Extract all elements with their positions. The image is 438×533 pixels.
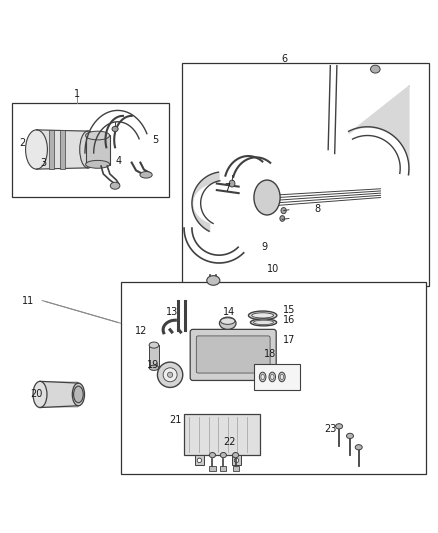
Ellipse shape: [371, 65, 380, 73]
Ellipse shape: [254, 320, 274, 325]
Ellipse shape: [259, 372, 266, 382]
Ellipse shape: [74, 386, 83, 403]
Ellipse shape: [157, 362, 183, 387]
Text: 4: 4: [116, 156, 122, 166]
Text: 17: 17: [283, 335, 295, 345]
Bar: [149, 345, 159, 368]
Bar: [184, 414, 261, 455]
Ellipse shape: [207, 276, 220, 285]
Text: 18: 18: [265, 349, 277, 359]
Ellipse shape: [197, 458, 201, 463]
Bar: [12, 103, 169, 197]
Text: 14: 14: [223, 307, 235, 317]
Text: 23: 23: [324, 424, 336, 434]
Ellipse shape: [85, 131, 110, 140]
Ellipse shape: [252, 313, 274, 318]
Ellipse shape: [281, 207, 286, 214]
Ellipse shape: [219, 317, 236, 329]
Text: 8: 8: [314, 204, 320, 214]
Ellipse shape: [110, 182, 120, 189]
Ellipse shape: [149, 365, 159, 370]
Bar: [233, 466, 239, 471]
Ellipse shape: [25, 130, 47, 169]
Bar: [40, 381, 78, 408]
Ellipse shape: [220, 453, 226, 458]
Text: 7: 7: [225, 183, 231, 193]
Text: 22: 22: [224, 437, 236, 447]
FancyBboxPatch shape: [196, 336, 270, 373]
Text: 3: 3: [40, 158, 46, 168]
Bar: [182, 63, 428, 286]
Ellipse shape: [140, 172, 152, 178]
Text: 20: 20: [31, 390, 43, 399]
Bar: [254, 364, 300, 390]
Ellipse shape: [33, 381, 47, 408]
Ellipse shape: [167, 372, 173, 377]
Ellipse shape: [336, 424, 343, 429]
Ellipse shape: [85, 160, 110, 168]
Ellipse shape: [112, 126, 118, 132]
Ellipse shape: [251, 319, 277, 326]
Ellipse shape: [233, 453, 239, 458]
Ellipse shape: [355, 445, 362, 450]
Ellipse shape: [163, 368, 177, 382]
Ellipse shape: [220, 318, 235, 325]
Text: 1: 1: [74, 88, 80, 99]
Ellipse shape: [80, 131, 96, 168]
Text: 21: 21: [169, 415, 181, 425]
Ellipse shape: [254, 180, 280, 215]
Text: 16: 16: [283, 315, 295, 325]
Bar: [232, 455, 241, 465]
Text: 11: 11: [21, 296, 34, 305]
Ellipse shape: [280, 374, 284, 379]
Ellipse shape: [72, 383, 85, 406]
Ellipse shape: [279, 372, 285, 382]
Text: 9: 9: [262, 242, 268, 252]
Ellipse shape: [271, 374, 274, 379]
Bar: [60, 130, 65, 169]
Text: 6: 6: [282, 54, 288, 64]
Bar: [209, 466, 215, 471]
Ellipse shape: [234, 458, 239, 463]
Bar: [220, 466, 226, 471]
Ellipse shape: [269, 372, 276, 382]
Ellipse shape: [229, 180, 235, 187]
Text: 5: 5: [152, 135, 159, 145]
Ellipse shape: [346, 433, 353, 439]
Text: 19: 19: [147, 360, 159, 370]
Ellipse shape: [209, 453, 215, 458]
Text: 13: 13: [166, 307, 178, 317]
Text: 15: 15: [283, 305, 295, 315]
Text: 12: 12: [135, 326, 148, 336]
FancyBboxPatch shape: [190, 329, 276, 381]
Ellipse shape: [248, 311, 277, 320]
Bar: [49, 130, 54, 169]
Ellipse shape: [280, 216, 285, 221]
Ellipse shape: [149, 342, 159, 348]
Text: 2: 2: [19, 138, 26, 148]
Bar: [36, 130, 89, 169]
Text: 10: 10: [268, 264, 280, 273]
Bar: [86, 135, 110, 165]
Ellipse shape: [261, 374, 265, 379]
Bar: [121, 282, 426, 474]
Bar: [195, 455, 204, 465]
